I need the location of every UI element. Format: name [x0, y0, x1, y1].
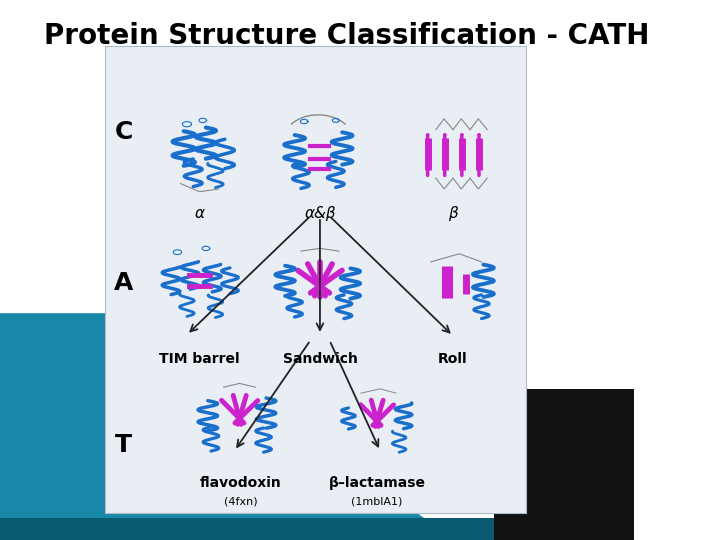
FancyBboxPatch shape — [104, 46, 526, 513]
Text: α&β: α&β — [304, 206, 336, 221]
Polygon shape — [0, 313, 456, 540]
Text: C: C — [114, 120, 132, 144]
Polygon shape — [494, 389, 634, 540]
Text: T: T — [115, 434, 132, 457]
Text: TIM barrel: TIM barrel — [159, 352, 240, 366]
Text: Roll: Roll — [438, 352, 468, 366]
Text: β–lactamase: β–lactamase — [328, 476, 426, 490]
Text: α: α — [194, 206, 204, 221]
Text: β: β — [448, 206, 458, 221]
Text: Protein Structure Classification - CATH: Protein Structure Classification - CATH — [45, 22, 649, 50]
Text: (1mblA1): (1mblA1) — [351, 496, 402, 506]
Text: flavodoxin: flavodoxin — [200, 476, 282, 490]
Text: (4fxn): (4fxn) — [224, 496, 258, 506]
Text: A: A — [114, 272, 133, 295]
Text: Sandwich: Sandwich — [282, 352, 357, 366]
Polygon shape — [0, 518, 634, 540]
